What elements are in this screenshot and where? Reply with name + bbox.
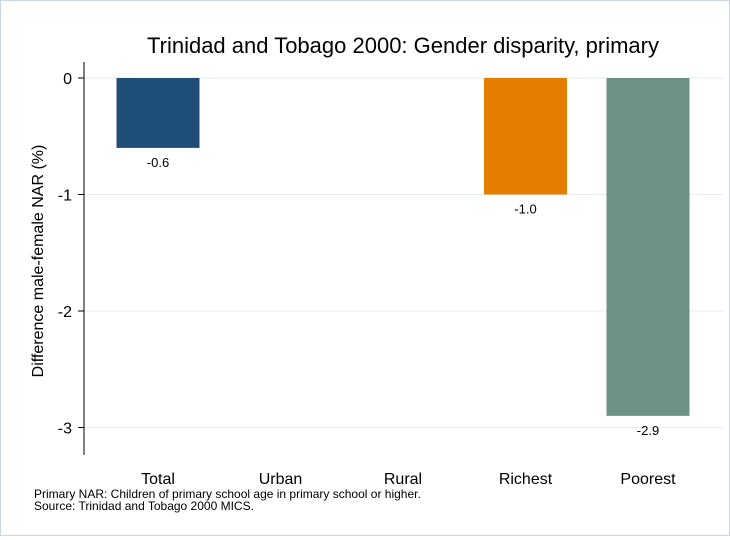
bar-poorest <box>606 78 690 416</box>
y-tick-label: -1 <box>58 188 72 205</box>
category-label-total: Total <box>141 471 175 488</box>
bar-total <box>116 78 200 148</box>
data-label-poorest: -2.9 <box>637 423 659 438</box>
y-axis-label: Difference male-female NAR (%) <box>30 145 47 378</box>
category-label-rural: Rural <box>384 471 422 488</box>
category-label-urban: Urban <box>259 471 303 488</box>
data-label-total: -0.6 <box>147 155 169 170</box>
bars <box>116 78 690 416</box>
data-label-richest: -1.0 <box>514 202 536 217</box>
y-tick-label: 0 <box>63 71 72 88</box>
category-label-richest: Richest <box>499 471 553 488</box>
y-tick-label: -3 <box>58 421 72 438</box>
y-tick-label: -2 <box>58 304 72 321</box>
footnote-source: Source: Trinidad and Tobago 2000 MICS. <box>34 499 254 513</box>
data-labels: -0.6 -1.0 -2.9 <box>147 155 659 438</box>
y-ticks: 0 -1 -2 -3 <box>58 71 84 438</box>
category-labels: Total Urban Rural Richest Poorest <box>141 471 676 488</box>
chart-title: Trinidad and Tobago 2000: Gender dispari… <box>147 33 659 58</box>
bar-richest <box>484 78 567 195</box>
footnote-definition: Primary NAR: Children of primary school … <box>34 487 421 501</box>
category-label-poorest: Poorest <box>620 471 676 488</box>
